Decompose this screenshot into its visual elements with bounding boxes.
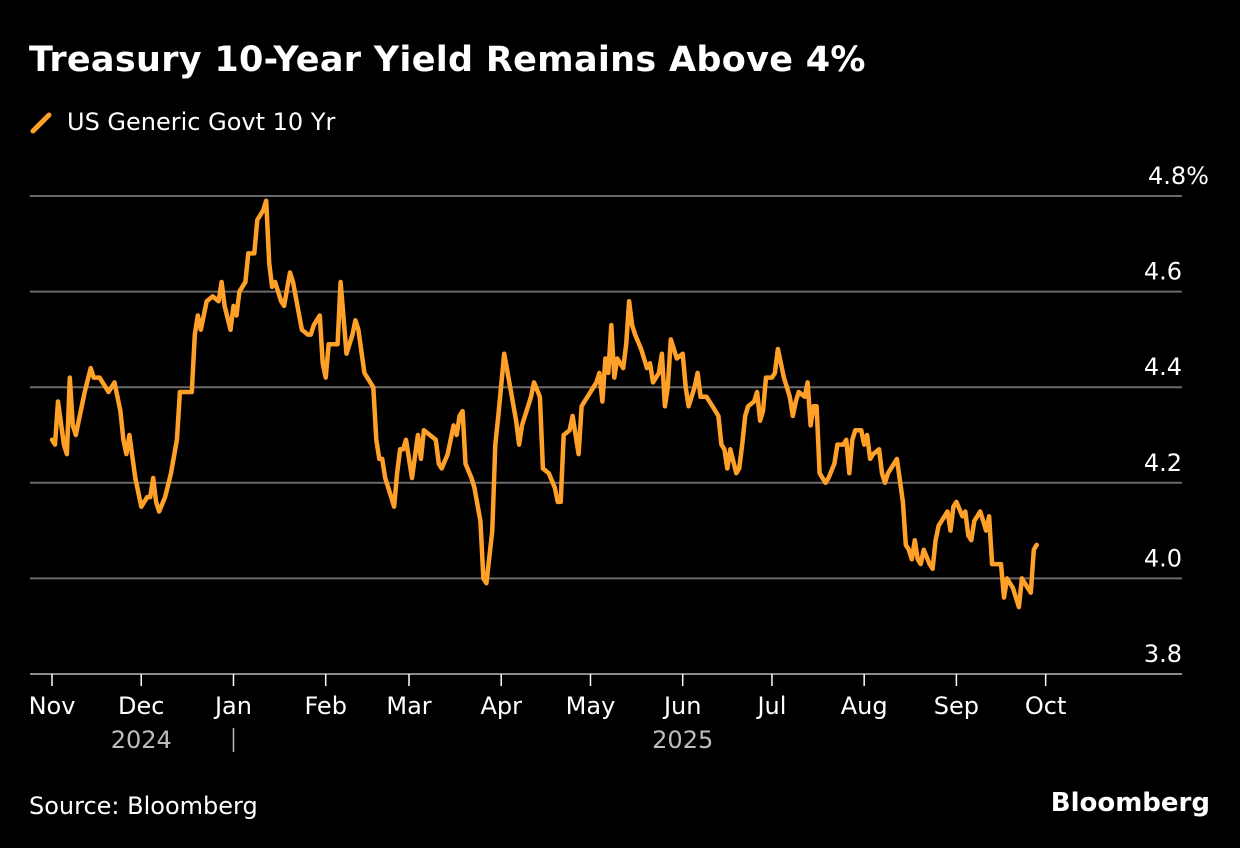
y-tick-label: 3.8 [1144, 640, 1182, 668]
bloomberg-logo: Bloomberg [1050, 788, 1210, 818]
x-tick-label: Dec [118, 692, 164, 720]
x-tick-label: Sep [934, 692, 979, 720]
y-axis-labels: 3.8 4.0 4.2 4.4 4.6 4.8% [1144, 162, 1209, 668]
x-tick-label: Oct [1025, 692, 1067, 720]
x-tick-label: Jun [662, 692, 702, 720]
legend-label: US Generic Govt 10 Yr [67, 108, 336, 136]
chart-title: Treasury 10-Year Yield Remains Above 4% [29, 40, 866, 80]
x-tick-label: Feb [304, 692, 347, 720]
legend-line-icon [29, 109, 55, 135]
x-year-label: 2024 [111, 726, 172, 754]
x-year-label: 2025 [652, 726, 713, 754]
y-tick-label: 4.0 [1144, 544, 1182, 572]
x-tick-label: Aug [841, 692, 888, 720]
gridlines [30, 195, 1182, 675]
y-tick-label: 4.6 [1144, 258, 1182, 286]
x-tick-label: Jan [213, 692, 252, 720]
series-line-us-generic-govt-10yr [49, 198, 1039, 610]
legend: US Generic Govt 10 Yr [29, 108, 335, 136]
x-axis: Nov Dec Jan Feb Mar Apr May Jun Jul Aug Sep Oct 2024… [29, 674, 1067, 754]
x-tick-label: Apr [480, 692, 522, 720]
source-note: Source: Bloomberg [29, 792, 258, 820]
y-tick-label: 4.4 [1144, 353, 1182, 381]
x-tick-label: May [566, 692, 616, 720]
x-tick-label: Jul [755, 692, 786, 720]
y-tick-label: 4.8% [1148, 162, 1209, 190]
y-tick-label: 4.2 [1144, 449, 1182, 477]
x-tick-label: Nov [29, 692, 76, 720]
x-tick-label: Mar [386, 692, 431, 720]
